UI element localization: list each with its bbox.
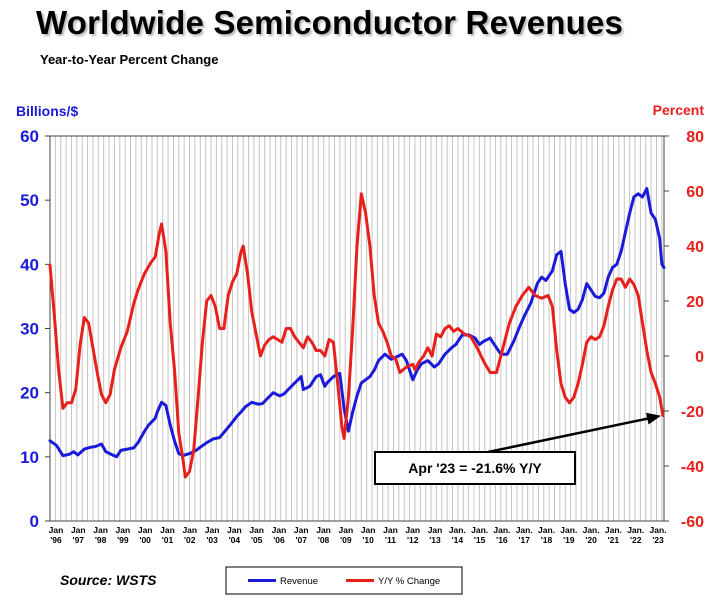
x-tick-label: Jan. xyxy=(560,525,577,535)
chart-subtitle: Year-to-Year Percent Change xyxy=(40,52,219,67)
legend-label: Revenue xyxy=(280,576,318,587)
legend-label: Y/Y % Change xyxy=(378,576,440,587)
right-tick-label: 80 xyxy=(686,129,704,146)
x-tick-label: '14 xyxy=(452,535,464,545)
x-tick-label: '97 xyxy=(73,535,85,545)
x-tick-label: Jan xyxy=(428,525,443,535)
annotation-arrow xyxy=(487,416,652,454)
x-tick-label: '01 xyxy=(162,535,174,545)
x-tick-label: '05 xyxy=(251,535,263,545)
x-tick-label: Jan. xyxy=(516,525,533,535)
right-axis-title: Percent xyxy=(653,102,705,118)
right-tick-label: 20 xyxy=(686,294,704,311)
x-tick-label: Jan xyxy=(116,525,131,535)
x-tick-label: '09 xyxy=(340,535,352,545)
x-tick-label: '15 xyxy=(474,535,486,545)
x-tick-label: Jan. xyxy=(583,525,600,535)
left-axis-title: Billions/$ xyxy=(16,103,78,119)
x-tick-label: Jan xyxy=(294,525,309,535)
source-note: Source: WSTS xyxy=(60,572,157,588)
left-tick-label: 0 xyxy=(30,512,39,531)
x-tick-label: Jan. xyxy=(493,525,510,535)
x-tick-label: Jan xyxy=(182,525,197,535)
x-tick-label: Jan xyxy=(316,525,331,535)
x-tick-label: '18 xyxy=(541,535,553,545)
right-tick-label: -60 xyxy=(681,514,704,531)
x-tick-label: '06 xyxy=(273,535,285,545)
page-title: Worldwide Semiconductor Revenues xyxy=(36,4,624,41)
x-tick-label: '00 xyxy=(139,535,151,545)
x-tick-label: Jan xyxy=(405,525,420,535)
annotation-label: Apr '23 = -21.6% Y/Y xyxy=(408,460,542,476)
x-tick-label: Jan. xyxy=(449,525,466,535)
x-tick-label: Jan xyxy=(71,525,86,535)
x-tick-label: '19 xyxy=(563,535,575,545)
x-tick-label: Jan xyxy=(160,525,175,535)
x-tick-label: Jan. xyxy=(471,525,488,535)
x-tick-label: Jan xyxy=(227,525,242,535)
x-tick-label: '99 xyxy=(117,535,129,545)
x-tick-label: '96 xyxy=(50,535,62,545)
x-tick-label: Jan xyxy=(339,525,354,535)
x-tick-label: Jan xyxy=(383,525,398,535)
left-tick-label: 10 xyxy=(20,448,39,467)
left-tick-label: 60 xyxy=(20,127,39,146)
annotation-arrowhead xyxy=(646,412,661,425)
right-tick-label: 40 xyxy=(686,239,704,256)
x-tick-label: '16 xyxy=(496,535,508,545)
x-tick-label: '21 xyxy=(608,535,620,545)
left-axis-ticks: 0 10 20 30 40 50 60 xyxy=(20,127,50,531)
x-tick-label: Jan xyxy=(49,525,64,535)
left-tick-label: 40 xyxy=(20,255,39,274)
left-tick-label: 50 xyxy=(20,191,39,210)
x-tick-label: '04 xyxy=(229,535,241,545)
x-axis-ticks: Jan'96Jan'97Jan'98Jan'99Jan'00Jan'01Jan'… xyxy=(49,525,667,545)
x-tick-label: '17 xyxy=(518,535,530,545)
x-tick-label: Jan xyxy=(272,525,287,535)
left-tick-label: 20 xyxy=(20,384,39,403)
x-tick-label: Jan. xyxy=(538,525,555,535)
right-tick-label: -40 xyxy=(681,459,704,476)
series-line-yoy-change xyxy=(48,192,665,479)
right-axis-ticks: -60 -40 -20 0 20 40 60 80 xyxy=(664,129,704,531)
x-tick-label: Jan xyxy=(93,525,108,535)
x-tick-label: Jan xyxy=(361,525,376,535)
x-tick-label: '13 xyxy=(429,535,441,545)
x-tick-label: '11 xyxy=(385,535,396,545)
x-tick-label: Jan. xyxy=(627,525,644,535)
left-tick-label: 30 xyxy=(20,320,39,339)
x-tick-label: '08 xyxy=(318,535,330,545)
x-tick-label: '07 xyxy=(296,535,308,545)
x-tick-label: '02 xyxy=(184,535,196,545)
x-tick-label: Jan. xyxy=(605,525,622,535)
x-tick-label: Jan xyxy=(249,525,264,535)
right-tick-label: 0 xyxy=(695,349,704,366)
x-tick-label: Jan. xyxy=(649,525,666,535)
x-tick-label: '23 xyxy=(652,535,664,545)
series-line-revenue xyxy=(48,187,666,459)
x-tick-label: '12 xyxy=(407,535,419,545)
x-tick-label: Jan xyxy=(205,525,220,535)
legend: Revenue Y/Y % Change xyxy=(225,566,463,595)
annotation: Apr '23 = -21.6% Y/Y xyxy=(374,412,661,485)
series-lines xyxy=(48,187,666,479)
x-tick-label: '03 xyxy=(206,535,218,545)
x-tick-label: '98 xyxy=(95,535,107,545)
annotation-box xyxy=(374,451,576,485)
x-tick-label: '20 xyxy=(585,535,597,545)
x-tick-label: '10 xyxy=(362,535,374,545)
right-tick-label: -20 xyxy=(681,404,704,421)
right-tick-label: 60 xyxy=(686,184,704,201)
x-tick-label: '22 xyxy=(630,535,642,545)
x-tick-label: Jan xyxy=(138,525,153,535)
